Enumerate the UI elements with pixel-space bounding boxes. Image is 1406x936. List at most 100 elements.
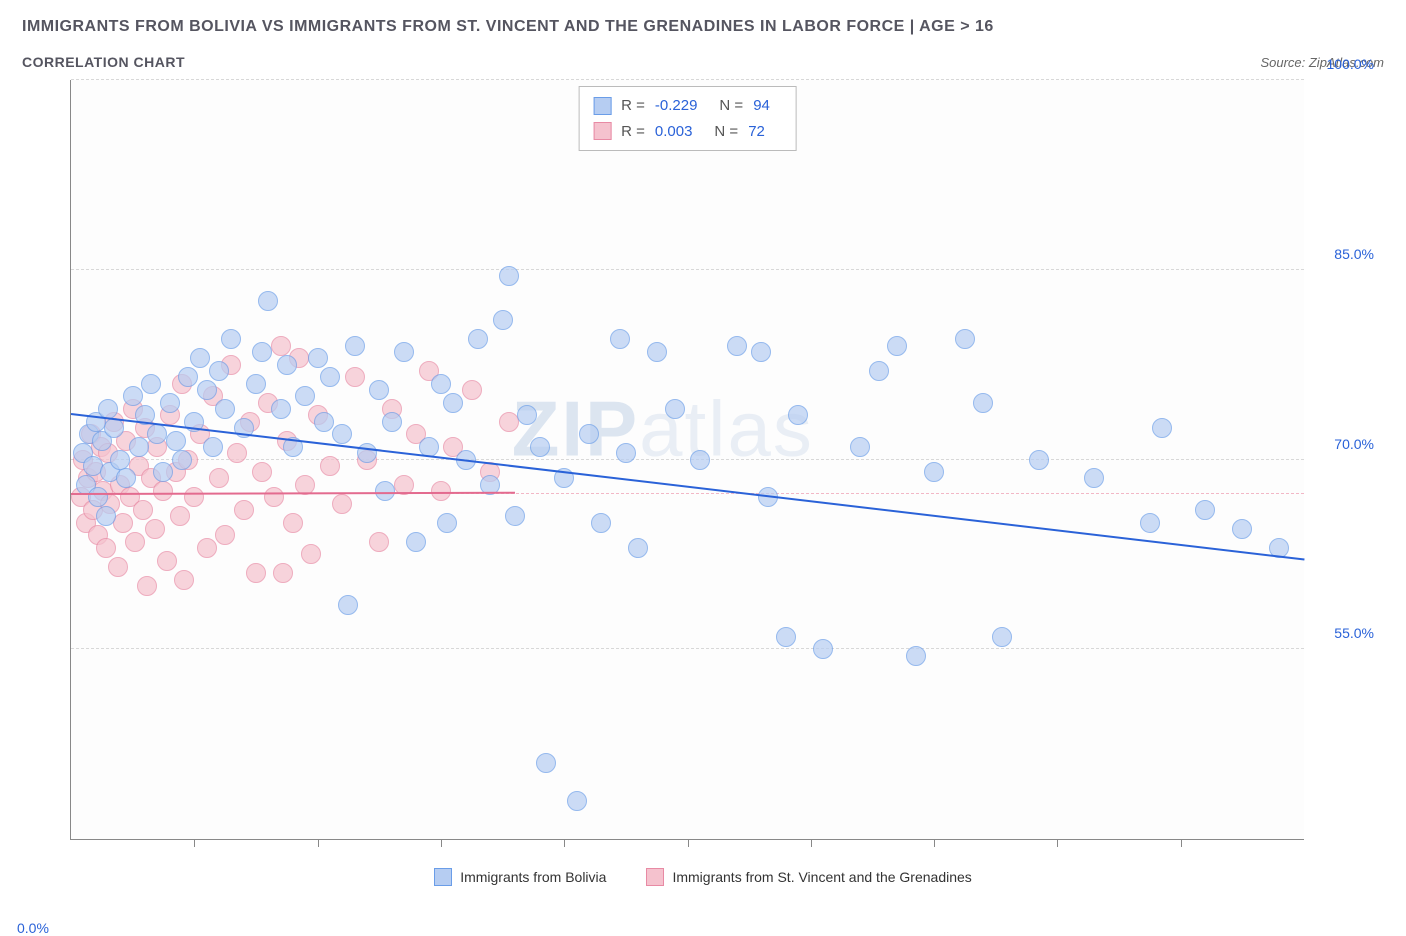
scatter-point xyxy=(369,380,389,400)
watermark-logo: ZIPatlas xyxy=(512,384,814,475)
scatter-point xyxy=(96,506,116,526)
scatter-point xyxy=(197,380,217,400)
scatter-point xyxy=(277,355,297,375)
scatter-point xyxy=(869,361,889,381)
scatter-point xyxy=(157,551,177,571)
x-tick xyxy=(441,839,442,847)
regression-line xyxy=(71,413,1304,560)
plot-area: ZIPatlas R =-0.229N =94R =0.003N =72 55.… xyxy=(70,80,1304,840)
gridline xyxy=(71,79,1304,80)
x-tick xyxy=(194,839,195,847)
scatter-point xyxy=(160,393,180,413)
scatter-point xyxy=(338,595,358,615)
chart-title: IMMIGRANTS FROM BOLIVIA VS IMMIGRANTS FR… xyxy=(22,18,1384,36)
scatter-point xyxy=(252,462,272,482)
x-tick xyxy=(934,839,935,847)
scatter-point xyxy=(215,525,235,545)
scatter-point xyxy=(184,487,204,507)
scatter-point xyxy=(776,627,796,647)
r-label: R = xyxy=(621,119,645,145)
x-axis-min-label: 0.0% xyxy=(17,920,49,936)
scatter-point xyxy=(499,412,519,432)
scatter-point xyxy=(88,487,108,507)
scatter-point xyxy=(221,329,241,349)
scatter-point xyxy=(153,481,173,501)
scatter-point xyxy=(1029,450,1049,470)
scatter-point xyxy=(579,424,599,444)
scatter-point xyxy=(172,450,192,470)
scatter-point xyxy=(505,506,525,526)
scatter-point xyxy=(141,374,161,394)
correlation-scatter-chart: In Labor Force | Age > 16 ZIPatlas R =-0… xyxy=(22,80,1384,886)
scatter-point xyxy=(493,310,513,330)
scatter-point xyxy=(567,791,587,811)
scatter-point xyxy=(178,367,198,387)
scatter-point xyxy=(147,424,167,444)
n-value: 72 xyxy=(748,119,765,145)
scatter-point xyxy=(227,443,247,463)
correlation-stats-box: R =-0.229N =94R = 0.003 N = 72 xyxy=(578,86,797,151)
scatter-point xyxy=(431,374,451,394)
scatter-point xyxy=(813,639,833,659)
y-tick-label: 70.0% xyxy=(1314,436,1374,452)
r-value: 0.003 xyxy=(655,119,693,145)
legend-item: Immigrants from Bolivia xyxy=(434,868,606,886)
scatter-point xyxy=(1152,418,1172,438)
scatter-point xyxy=(369,532,389,552)
scatter-point xyxy=(170,506,190,526)
x-tick xyxy=(688,839,689,847)
legend-label: Immigrants from Bolivia xyxy=(460,869,606,885)
legend-swatch xyxy=(593,97,611,115)
scatter-point xyxy=(788,405,808,425)
scatter-point xyxy=(690,450,710,470)
y-tick-label: 85.0% xyxy=(1314,246,1374,262)
scatter-point xyxy=(1140,513,1160,533)
scatter-point xyxy=(610,329,630,349)
scatter-point xyxy=(406,532,426,552)
scatter-point xyxy=(382,412,402,432)
gridline xyxy=(71,269,1304,270)
x-tick xyxy=(564,839,565,847)
scatter-point xyxy=(887,336,907,356)
legend-swatch xyxy=(593,122,611,140)
scatter-point xyxy=(665,399,685,419)
stats-row: R = 0.003 N = 72 xyxy=(593,119,782,145)
y-tick-label: 55.0% xyxy=(1314,625,1374,641)
scatter-point xyxy=(125,532,145,552)
scatter-point xyxy=(252,342,272,362)
scatter-point xyxy=(332,424,352,444)
n-label: N = xyxy=(714,119,738,145)
scatter-point xyxy=(264,487,284,507)
series-legend: Immigrants from BoliviaImmigrants from S… xyxy=(22,868,1384,886)
scatter-point xyxy=(295,386,315,406)
scatter-point xyxy=(499,266,519,286)
scatter-point xyxy=(616,443,636,463)
chart-subtitle: CORRELATION CHART xyxy=(22,54,185,70)
scatter-point xyxy=(955,329,975,349)
scatter-point xyxy=(443,393,463,413)
scatter-point xyxy=(215,399,235,419)
scatter-point xyxy=(258,291,278,311)
scatter-point xyxy=(153,462,173,482)
scatter-point xyxy=(345,336,365,356)
scatter-point xyxy=(209,468,229,488)
scatter-point xyxy=(394,342,414,362)
scatter-point xyxy=(536,753,556,773)
scatter-point xyxy=(530,437,550,457)
scatter-point xyxy=(1232,519,1252,539)
stats-row: R =-0.229N =94 xyxy=(593,93,782,119)
scatter-point xyxy=(246,374,266,394)
scatter-point xyxy=(273,563,293,583)
scatter-point xyxy=(110,450,130,470)
scatter-point xyxy=(1195,500,1215,520)
scatter-point xyxy=(283,513,303,533)
r-label: R = xyxy=(621,93,645,119)
scatter-point xyxy=(1084,468,1104,488)
scatter-point xyxy=(462,380,482,400)
scatter-point xyxy=(727,336,747,356)
scatter-point xyxy=(271,399,291,419)
scatter-point xyxy=(133,500,153,520)
scatter-point xyxy=(234,500,254,520)
legend-swatch xyxy=(646,868,664,886)
gridline xyxy=(71,459,1304,460)
